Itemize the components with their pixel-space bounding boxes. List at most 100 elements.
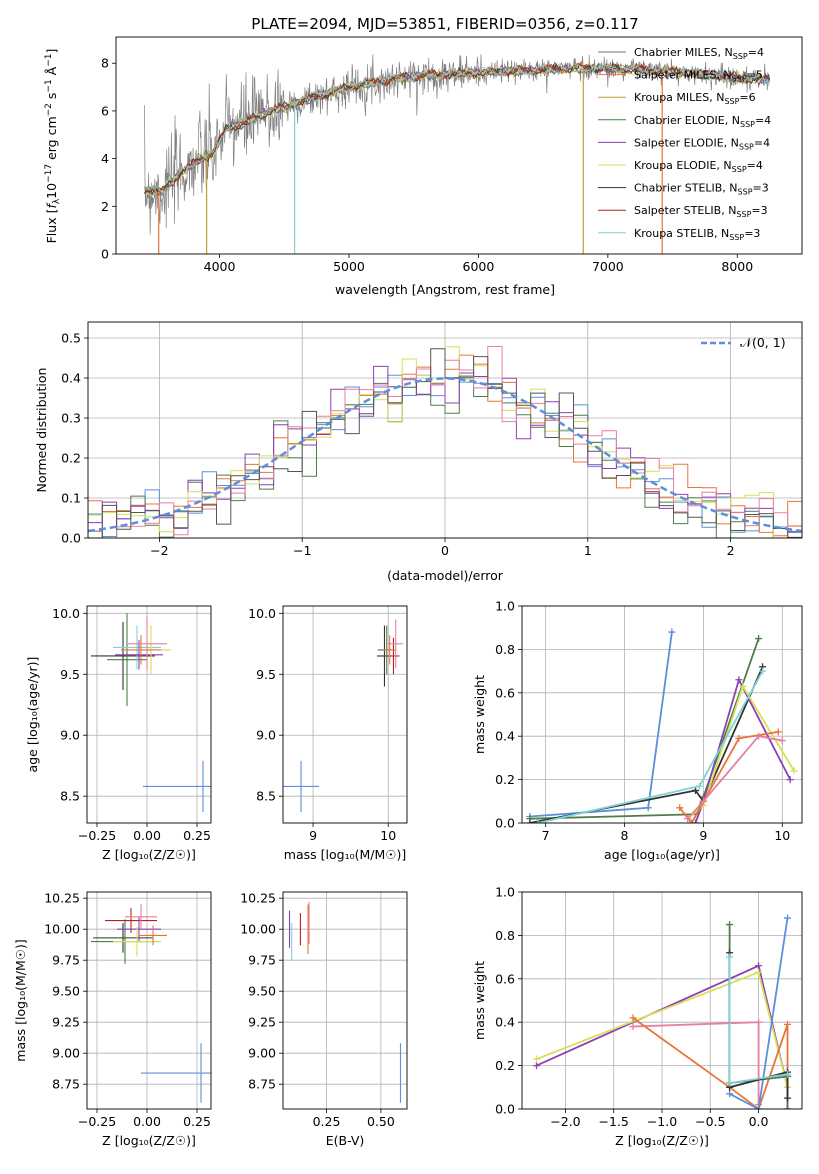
y-tick-label: 0.3 — [61, 411, 81, 426]
y-tick-label: 10.0 — [248, 606, 276, 621]
y-tick-label: 0.2 — [495, 772, 515, 787]
weight-point-marker — [644, 804, 652, 812]
errorbar-points — [288, 901, 402, 1103]
weight-series-line — [529, 631, 673, 818]
weight-point-marker — [726, 1090, 734, 1098]
x-tick-label: −2 — [150, 543, 168, 558]
spectrum-traces — [144, 54, 771, 254]
panel-ylabel: mass weight — [472, 675, 487, 754]
normal-curve-line — [88, 377, 802, 533]
y-tick-label: 0.0 — [495, 816, 515, 831]
y-tick-label: 6 — [101, 103, 109, 118]
x-tick-label: 0.00 — [133, 1114, 161, 1129]
axes-frame — [521, 891, 803, 1110]
y-tick-label: 0.4 — [61, 371, 81, 386]
x-tick-label: −0.25 — [78, 828, 116, 843]
legend-label: Chabrier ELODIE, NSSP=4 — [634, 114, 771, 129]
weight-series-line — [529, 666, 764, 823]
y-tick-label: 10.25 — [240, 891, 276, 906]
axes-frame — [87, 321, 803, 539]
weight-point-marker — [629, 1014, 637, 1022]
x-tick-label: 0.0 — [749, 1114, 769, 1129]
x-tick-label: 0 — [441, 543, 449, 558]
weight-series-line — [729, 917, 789, 1109]
histogram-ylabel: Normed distribution — [34, 368, 49, 493]
weight-point-marker — [676, 804, 684, 812]
panel-ylabel: age [log₁₀(age/yr)] — [25, 657, 40, 773]
weight-point-marker — [726, 953, 734, 961]
weight-point-marker — [699, 797, 707, 805]
x-tick-label: −1.5 — [599, 1114, 629, 1129]
axes-frame — [282, 605, 408, 824]
legend-label: Salpeter STELIB, NSSP=3 — [634, 204, 768, 219]
weight-series-line — [694, 677, 792, 823]
weight-point-marker — [735, 734, 743, 742]
weight-point-marker — [629, 1023, 637, 1031]
x-tick-label: 8 — [621, 828, 629, 843]
weight-point-marker — [755, 962, 763, 970]
mass-vs-metallicity-panel: −0.25 0.00 0.25 8.75 9.00 9.25 9.50 9.75 10.00 10… — [13, 891, 212, 1148]
x-tick-label: 9 — [699, 828, 707, 843]
residual-histogram-panel: −2 −1 0 1 2 0.0 0.1 0.2 0.3 0.4 0.5 (data-model)/e… — [34, 321, 803, 583]
weight-point-marker — [526, 819, 534, 823]
axes-frame — [115, 36, 803, 255]
y-tick-label: 8.5 — [60, 789, 80, 804]
weight-lines — [532, 914, 792, 1109]
legend-label: Kroupa MILES, NSSP=6 — [634, 91, 756, 106]
axes-frame — [86, 891, 212, 1110]
normal-curve-legend-label: 𝒩(0, 1) — [740, 335, 786, 350]
weight-point-marker — [688, 819, 696, 823]
y-tick-label: 4 — [101, 151, 109, 166]
histogram-step-line — [88, 365, 802, 538]
y-tick-label: 10.25 — [44, 891, 80, 906]
weight-point-marker — [755, 732, 763, 740]
y-tick-label: 9.0 — [60, 728, 80, 743]
weight-point-marker — [695, 782, 703, 790]
y-tick-label: 0.2 — [61, 451, 81, 466]
weight-series-line — [686, 735, 783, 820]
y-tick-label: 0.0 — [61, 531, 81, 546]
y-tick-label: 1.0 — [495, 885, 515, 900]
x-tick-label: 2 — [727, 543, 735, 558]
panel-xlabel: Z [log₁₀(Z/Z☉)] — [102, 847, 196, 862]
panel-xlabel: E(B-V) — [326, 1133, 365, 1148]
mass-weight-vs-metallicity-panel: −2.0 −1.5 −1.0 −0.5 0.0 0.0 0.2 0.4 0.6 0.8 1.0 Z [… — [472, 885, 803, 1148]
weight-point-marker — [692, 786, 700, 794]
legend-label: Chabrier MILES, NSSP=4 — [634, 46, 764, 61]
model-spectrum-line — [144, 61, 771, 196]
weight-point-marker — [684, 815, 692, 823]
weight-series-line — [687, 684, 795, 820]
x-tick-label: 0.25 — [183, 828, 211, 843]
weight-point-marker — [759, 667, 767, 675]
spectrum-ylabel: Flux [fλ10−17 erg cm−2 s−1 Å−1] — [44, 49, 62, 244]
y-tick-label: 9.50 — [52, 984, 80, 999]
x-tick-label: −2.0 — [550, 1114, 580, 1129]
weight-point-marker — [786, 776, 794, 784]
y-tick-label: 0.6 — [495, 971, 515, 986]
weight-point-marker — [534, 819, 542, 823]
x-tick-label: 10 — [774, 828, 790, 843]
weight-point-marker — [784, 1070, 792, 1078]
legend-label: Salpeter MILES, NSSP=5 — [634, 69, 763, 84]
legend-label: Salpeter ELODIE, NSSP=4 — [634, 136, 770, 151]
panel-xlabel: Z [log₁₀(Z/Z☉)] — [615, 1133, 709, 1148]
axes-frame — [86, 605, 212, 824]
legend-label: Chabrier STELIB, NSSP=3 — [634, 182, 769, 197]
y-tick-label: 8.5 — [256, 789, 276, 804]
x-tick-label: 4000 — [204, 259, 236, 274]
y-tick-label: 9.75 — [248, 953, 276, 968]
x-tick-label: 5000 — [333, 259, 365, 274]
weight-point-marker — [726, 1079, 734, 1087]
y-tick-label: 0.0 — [495, 1102, 515, 1117]
spectrum-xlabel: wavelength [Angstrom, rest frame] — [335, 282, 555, 297]
legend-label: Kroupa ELODIE, NSSP=4 — [634, 159, 763, 174]
weight-point-marker — [774, 728, 782, 736]
panel-xlabel: mass [log₁₀(M/M☉)] — [284, 847, 406, 862]
spectrum-title: PLATE=2094, MJD=53851, FIBERID=0356, z=0… — [251, 15, 638, 33]
x-tick-label: 8000 — [721, 259, 753, 274]
y-tick-label: 0.1 — [61, 491, 81, 506]
y-tick-label: 9.5 — [256, 667, 276, 682]
x-tick-label: 0.00 — [133, 828, 161, 843]
weight-point-marker — [790, 767, 798, 775]
